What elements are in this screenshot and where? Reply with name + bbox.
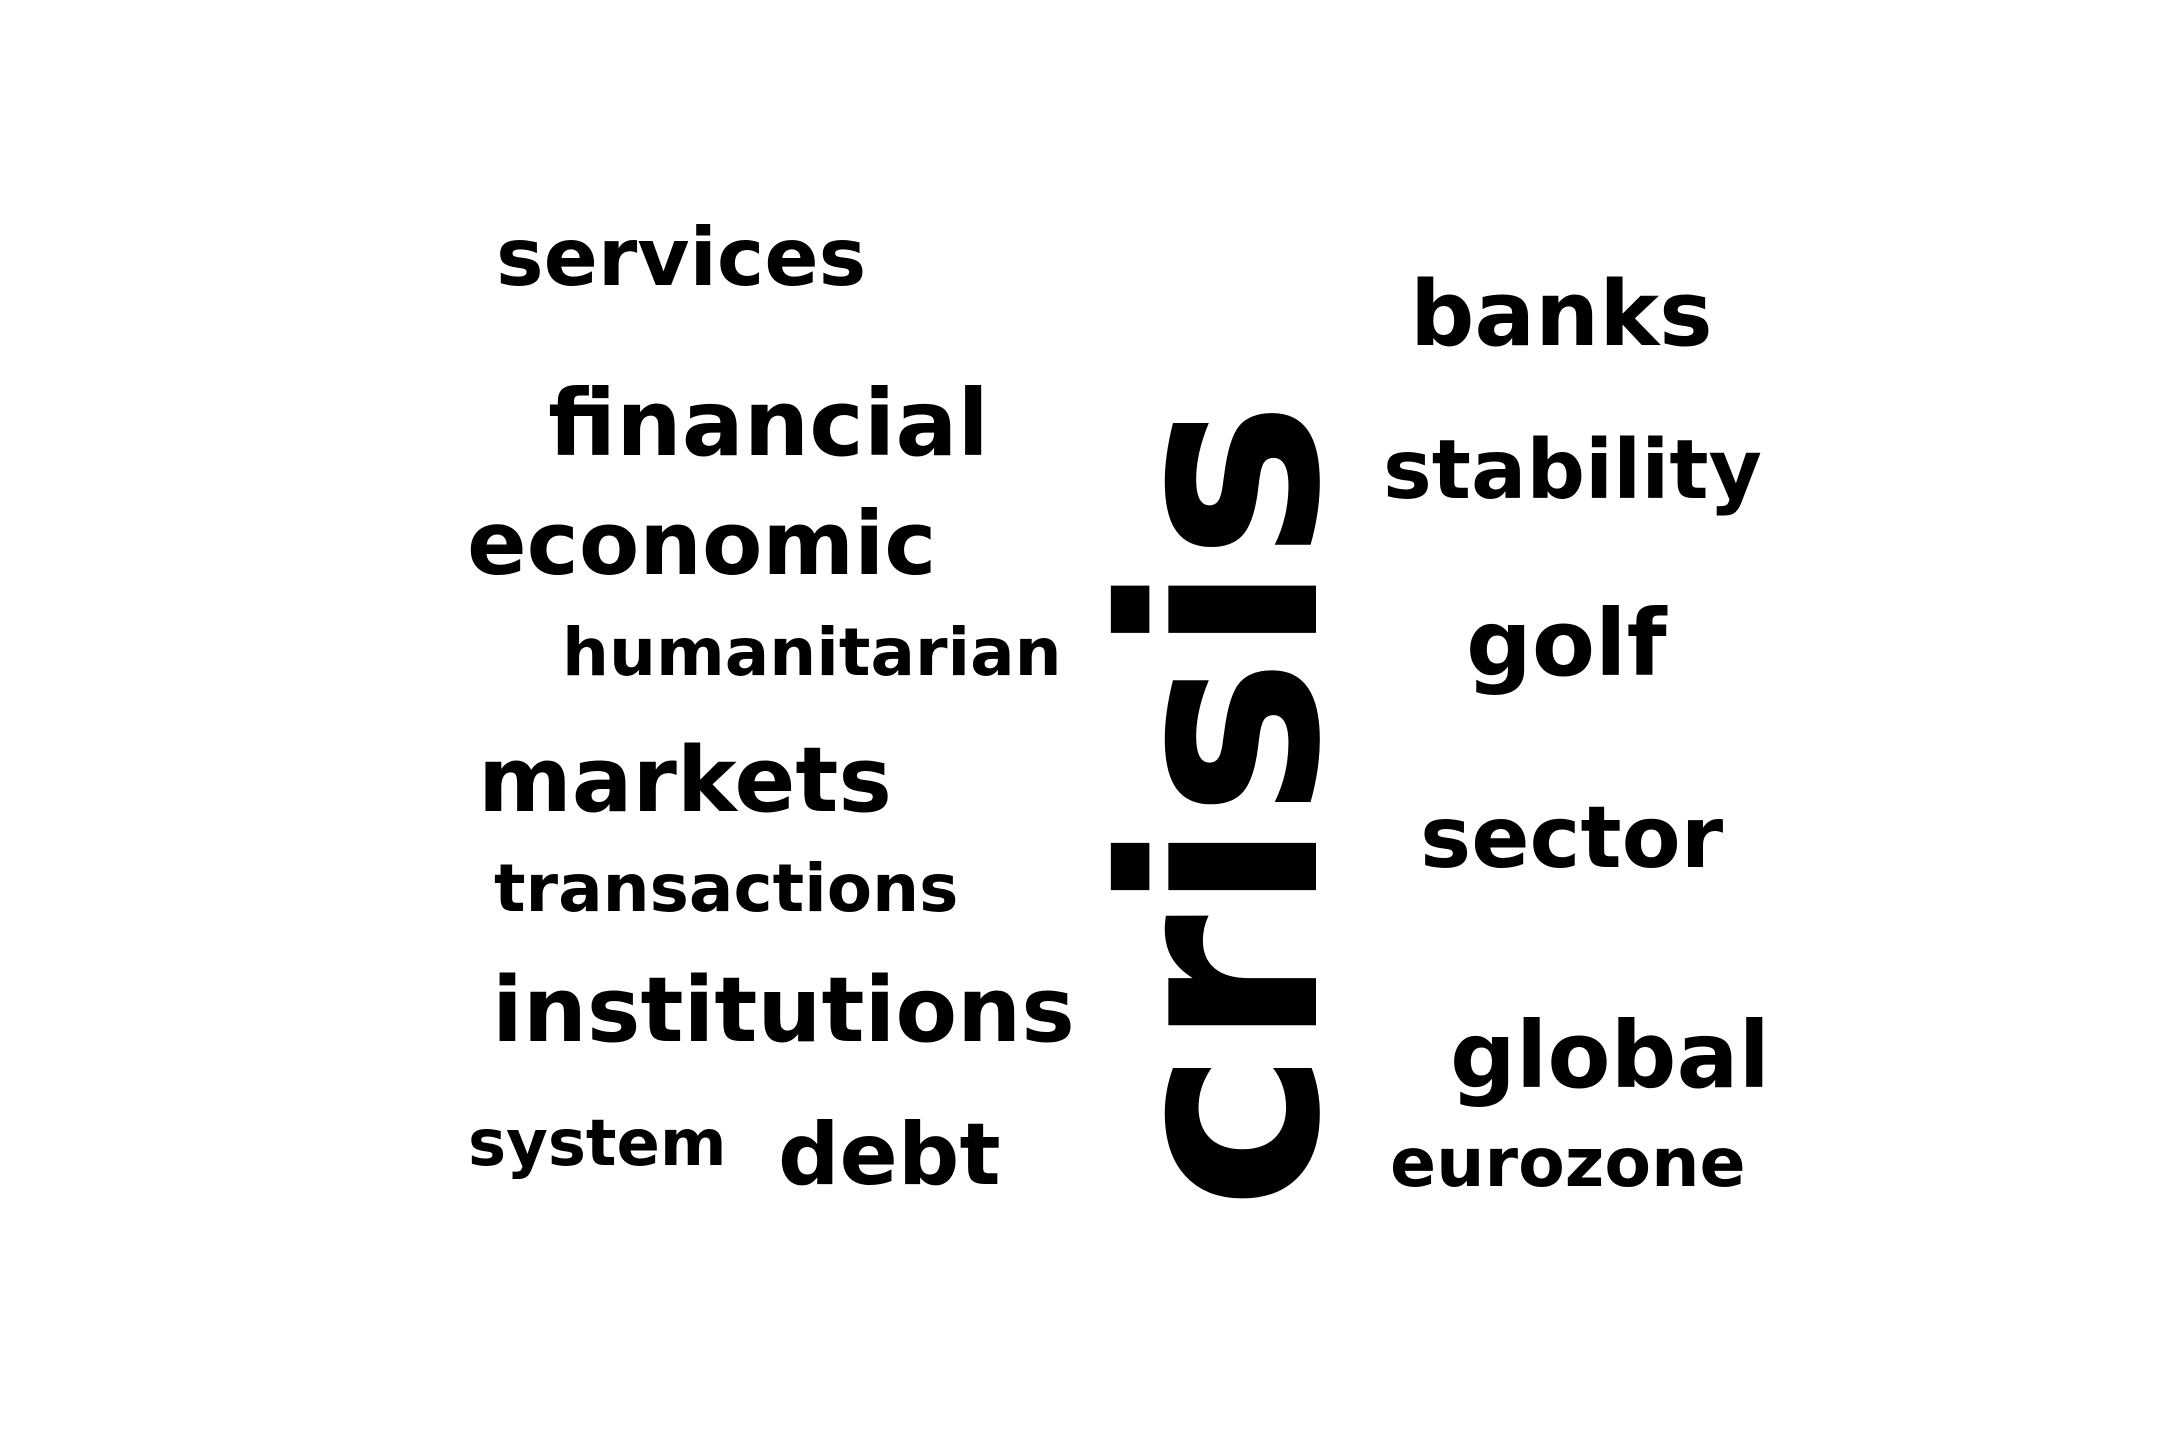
word-golf: golf <box>1466 590 1667 697</box>
word-crisis: crisis <box>1065 398 1380 1210</box>
word-banks: banks <box>1410 262 1713 367</box>
word-markets: markets <box>478 728 892 833</box>
word-system: system <box>468 1107 727 1181</box>
word-eurozone: eurozone <box>1390 1124 1746 1203</box>
word-institutions: institutions <box>492 958 1075 1063</box>
word-financial: financial <box>548 370 989 477</box>
word-services: services <box>496 211 867 304</box>
word-stability: stability <box>1383 423 1763 518</box>
word-sector: sector <box>1420 788 1724 888</box>
word-debt: debt <box>778 1105 1001 1205</box>
word-economic: economic <box>467 492 937 595</box>
word-transactions: transactions <box>494 850 959 927</box>
word-global: global <box>1450 1002 1771 1109</box>
word-humanitarian: humanitarian <box>562 614 1062 691</box>
